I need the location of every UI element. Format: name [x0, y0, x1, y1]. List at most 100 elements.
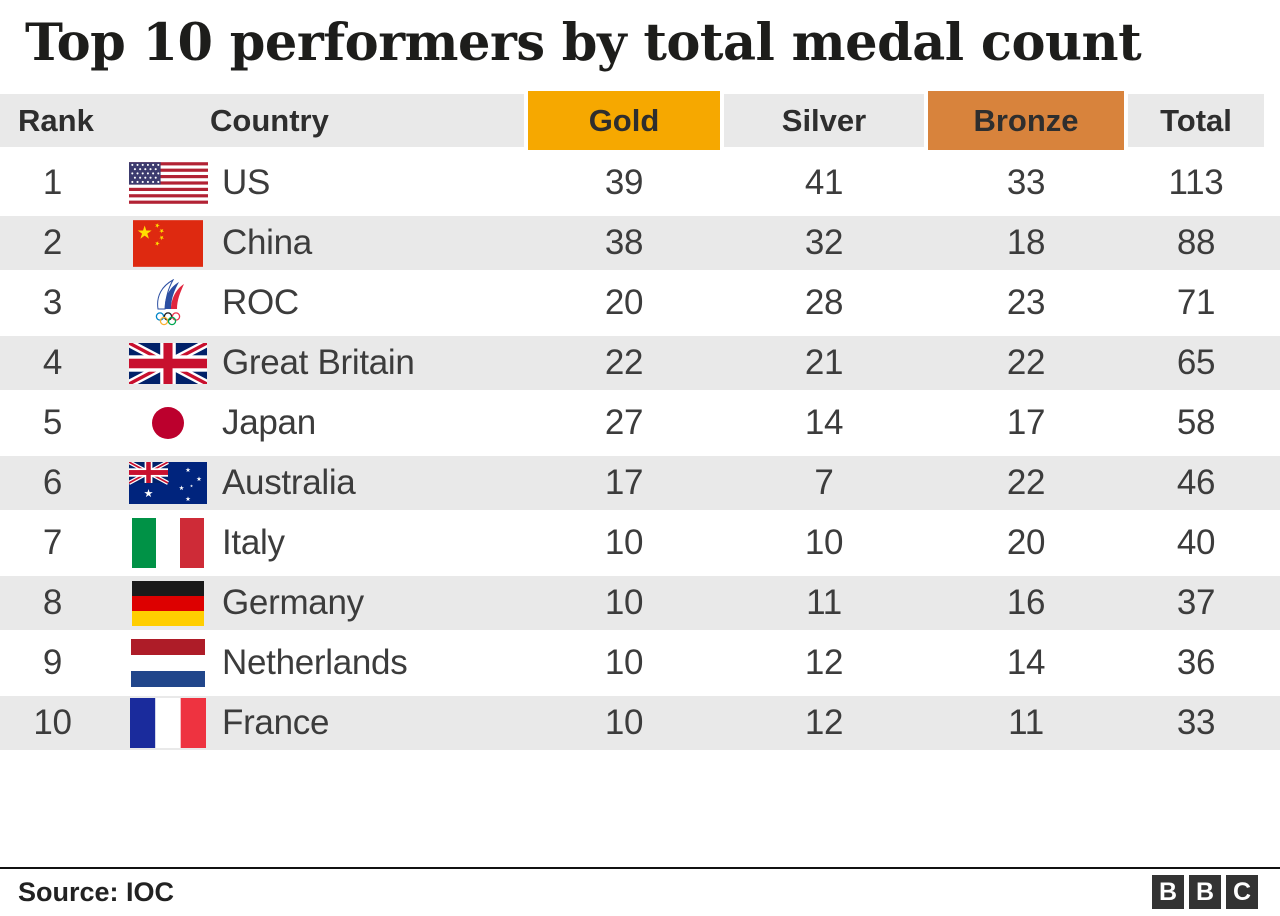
bbc-logo-letter: B: [1189, 875, 1221, 909]
country-name: Netherlands: [222, 643, 408, 682]
nl-flag-icon: [128, 636, 208, 690]
roc-flag-icon: [128, 276, 208, 330]
source-label: Source: IOC: [18, 876, 175, 907]
silver-count: 32: [804, 223, 844, 262]
gold-count: 20: [604, 283, 644, 322]
us-flag-icon: [128, 156, 208, 210]
table-row: 5 Japan 27 14 17 58: [0, 393, 1280, 453]
gold-count: 17: [604, 463, 644, 502]
total-count: 88: [1176, 223, 1216, 262]
country-name: Italy: [222, 523, 285, 562]
country-name: US: [222, 163, 271, 202]
silver-count: 21: [804, 343, 844, 382]
rank-cell: 10: [33, 703, 72, 742]
bronze-count: 22: [1006, 343, 1046, 382]
country-name: China: [222, 223, 312, 262]
total-count: 37: [1176, 583, 1216, 622]
rank-cell: 1: [42, 163, 63, 202]
bronze-count: 22: [1006, 463, 1046, 502]
jp-flag-icon: [128, 396, 208, 450]
total-count: 46: [1176, 463, 1216, 502]
silver-count: 10: [804, 523, 844, 562]
table-row: 9 Netherlands 10 12 14 36: [0, 633, 1280, 693]
total-count: 65: [1176, 343, 1216, 382]
table-row: 8 Germany 10 11 16 37: [0, 573, 1280, 633]
medal-table: Rank Country Gold Silver Bronze Total 1 U…: [0, 91, 1280, 753]
bronze-count: 23: [1006, 283, 1046, 322]
rank-cell: 5: [42, 403, 63, 442]
header-total: Total: [1128, 94, 1264, 147]
gold-count: 10: [604, 523, 644, 562]
country-cell: Netherlands: [105, 633, 524, 693]
header-silver: Silver: [724, 94, 924, 147]
total-count: 40: [1176, 523, 1216, 562]
rank-cell: 9: [42, 643, 63, 682]
table-body: 1 US 39 41 33 113 2 China 38 32 18 88 3 ROC 20 28 23 71 4…: [0, 153, 1280, 753]
gold-count: 39: [604, 163, 644, 202]
silver-count: 12: [804, 703, 844, 742]
gb-flag-icon: [128, 336, 208, 390]
rank-cell: 2: [42, 223, 63, 262]
bronze-count: 20: [1006, 523, 1046, 562]
country-cell: China: [105, 216, 524, 270]
au-flag-icon: [128, 456, 208, 510]
gold-count: 10: [604, 703, 644, 742]
spacer: [0, 753, 1280, 867]
table-row: 10 France 10 12 11 33: [0, 693, 1280, 753]
rank-cell: 4: [42, 343, 63, 382]
bronze-count: 11: [1008, 703, 1044, 742]
country-name: France: [222, 703, 330, 742]
total-count: 71: [1176, 283, 1216, 322]
bbc-logo-letter: B: [1152, 875, 1184, 909]
table-row: 4 Great Britain 22 21 22 65: [0, 333, 1280, 393]
country-name: Japan: [222, 403, 316, 442]
country-cell: Australia: [105, 456, 524, 510]
silver-count: 7: [814, 463, 834, 502]
de-flag-icon: [128, 576, 208, 630]
country-name: Germany: [222, 583, 364, 622]
cn-flag-icon: [128, 216, 208, 270]
header-bronze: Bronze: [924, 91, 1128, 150]
country-cell: Germany: [105, 576, 524, 630]
silver-count: 28: [804, 283, 844, 322]
country-cell: France: [105, 696, 524, 750]
bronze-count: 33: [1006, 163, 1046, 202]
gold-count: 10: [604, 643, 644, 682]
fr-flag-icon: [128, 696, 208, 750]
total-count: 113: [1168, 163, 1224, 202]
rank-cell: 8: [42, 583, 63, 622]
table-row: 3 ROC 20 28 23 71: [0, 273, 1280, 333]
country-name: Australia: [222, 463, 356, 502]
footer-divider: [0, 867, 1280, 869]
header-country: Country: [105, 94, 524, 147]
it-flag-icon: [128, 516, 208, 570]
table-row: 2 China 38 32 18 88: [0, 213, 1280, 273]
silver-count: 12: [804, 643, 844, 682]
bronze-count: 14: [1006, 643, 1046, 682]
bronze-count: 16: [1006, 583, 1046, 622]
header-gold: Gold: [524, 91, 724, 150]
header-row: Rank Country Gold Silver Bronze Total: [0, 91, 1280, 150]
table-row: 1 US 39 41 33 113: [0, 153, 1280, 213]
total-count: 58: [1176, 403, 1216, 442]
gold-count: 38: [604, 223, 644, 262]
bbc-logo-letter: C: [1226, 875, 1258, 909]
table-row: 6 Australia 17 7 22 46: [0, 453, 1280, 513]
country-name: ROC: [222, 283, 299, 322]
country-name: Great Britain: [222, 343, 415, 382]
country-cell: US: [105, 153, 524, 213]
total-count: 33: [1176, 703, 1216, 742]
bronze-count: 17: [1006, 403, 1046, 442]
country-cell: Great Britain: [105, 336, 524, 390]
gold-count: 22: [604, 343, 644, 382]
silver-count: 14: [804, 403, 844, 442]
rank-cell: 6: [42, 463, 63, 502]
header-rank: Rank: [0, 94, 105, 147]
gold-count: 27: [604, 403, 644, 442]
total-count: 36: [1176, 643, 1216, 682]
bronze-count: 18: [1006, 223, 1046, 262]
silver-count: 11: [806, 583, 842, 622]
